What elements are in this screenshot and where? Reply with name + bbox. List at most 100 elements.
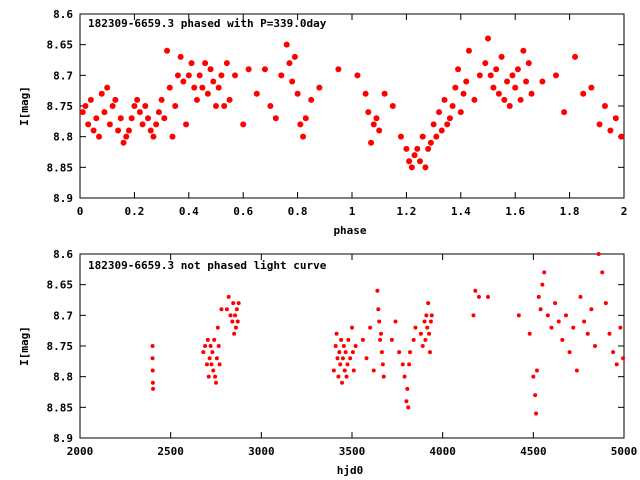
- phased-data-point: [427, 139, 434, 146]
- phased-data-point: [302, 115, 309, 122]
- phased-data-point: [142, 103, 149, 109]
- phased-data-point: [514, 66, 521, 73]
- phased-y-tick-label: 8.65: [47, 39, 74, 52]
- phased-y-tick-label: 8.6: [53, 8, 73, 21]
- phased-data-point: [465, 47, 472, 54]
- unphased-data-point: [150, 368, 155, 373]
- unphased-data-point: [348, 356, 353, 361]
- unphased-data-point: [408, 350, 413, 355]
- phased-data-point: [422, 164, 429, 171]
- unphased-data-point: [353, 344, 358, 348]
- unphased-data-point: [425, 325, 430, 330]
- unphased-data-point: [393, 319, 398, 324]
- unphased-y-axis-label: I[mag]: [18, 326, 31, 366]
- phased-data-points: [79, 35, 625, 171]
- phased-data-point: [253, 90, 260, 97]
- unphased-data-point: [531, 374, 536, 379]
- phased-data-point: [226, 96, 233, 103]
- phased-data-point: [136, 109, 143, 116]
- unphased-data-point: [207, 356, 212, 361]
- unphased-data-point: [215, 325, 220, 330]
- unphased-data-point: [378, 337, 383, 342]
- unphased-data-point: [212, 337, 217, 342]
- phased-data-point: [525, 60, 532, 67]
- unphased-data-point: [209, 362, 214, 367]
- unphased-data-point: [574, 368, 579, 373]
- phased-data-point: [612, 115, 619, 122]
- unphased-data-point: [571, 325, 576, 330]
- phased-data-point: [457, 109, 464, 116]
- unphased-data-point: [216, 344, 221, 348]
- unphased-data-point: [344, 374, 349, 379]
- unphased-data-point: [611, 350, 616, 355]
- unphased-data-point: [213, 374, 218, 379]
- unphased-data-point: [397, 350, 402, 355]
- phased-data-point: [436, 109, 443, 116]
- unphased-data-point: [486, 294, 490, 299]
- phased-data-point: [354, 72, 361, 79]
- phased-data-point: [196, 72, 203, 79]
- unphased-data-point: [473, 288, 478, 293]
- phased-x-tick-label: 0.4: [179, 205, 199, 218]
- phased-y-tick-label: 8.85: [47, 161, 74, 174]
- phased-data-point: [580, 90, 587, 97]
- unphased-data-point: [404, 399, 409, 404]
- phased-data-point: [289, 78, 296, 85]
- phased-data-point: [104, 84, 111, 91]
- unphased-data-point: [428, 319, 433, 324]
- unphased-data-point: [536, 294, 541, 299]
- phased-data-point: [539, 78, 546, 85]
- unphased-data-point: [339, 337, 344, 342]
- phased-data-point: [188, 60, 195, 67]
- phased-data-point: [596, 121, 603, 128]
- unphased-data-point: [589, 307, 594, 312]
- phased-data-point: [85, 121, 92, 128]
- phased-data-point: [523, 78, 530, 85]
- phased-data-point: [240, 121, 247, 128]
- phased-data-point: [460, 90, 467, 97]
- unphased-data-point: [232, 331, 237, 336]
- unphased-data-point: [351, 368, 356, 373]
- phased-x-tick-label: 1.4: [451, 205, 471, 218]
- phased-data-point: [96, 133, 103, 140]
- unphased-data-point: [406, 405, 411, 410]
- phased-data-point: [286, 60, 293, 67]
- phased-data-point: [444, 121, 451, 128]
- unphased-data-point: [375, 288, 380, 293]
- phased-data-point: [370, 121, 377, 128]
- unphased-data-point: [596, 252, 601, 256]
- phased-x-tick-label: 1.8: [560, 205, 580, 218]
- phased-x-tick-label: 0.8: [288, 205, 308, 218]
- unphased-x-ticks: 2000 2500 3000 3500 4000 4500 5000: [67, 254, 637, 458]
- phased-data-point: [419, 133, 426, 140]
- unphased-data-point: [553, 301, 558, 306]
- unphased-data-point: [371, 368, 376, 373]
- phased-data-point: [199, 84, 206, 91]
- phased-data-point: [297, 121, 304, 128]
- unphased-data-point: [350, 325, 354, 330]
- unphased-x-tick-label: 4000: [429, 445, 456, 458]
- unphased-x-tick-label: 4500: [520, 445, 547, 458]
- unphased-data-points: [150, 252, 626, 416]
- phased-data-point: [90, 127, 97, 134]
- unphased-data-point: [233, 313, 238, 318]
- phased-data-point: [618, 133, 625, 140]
- phased-data-point: [161, 115, 168, 122]
- phased-data-point: [517, 96, 524, 103]
- unphased-data-point: [150, 380, 155, 385]
- phased-data-point: [131, 103, 138, 109]
- unphased-data-point: [527, 331, 532, 336]
- phased-data-point: [147, 127, 154, 134]
- unphased-data-point: [208, 344, 213, 348]
- unphased-data-point: [603, 301, 608, 306]
- phased-data-point: [185, 72, 192, 79]
- phased-data-point: [553, 72, 559, 79]
- phased-x-tick-label: 0.2: [124, 205, 144, 218]
- unphased-data-point: [337, 350, 342, 355]
- phased-data-point: [430, 121, 437, 128]
- phased-data-point: [495, 90, 502, 97]
- phased-data-point: [408, 164, 415, 171]
- unphased-y-tick-label: 8.8: [53, 371, 73, 384]
- unphased-data-point: [621, 356, 626, 361]
